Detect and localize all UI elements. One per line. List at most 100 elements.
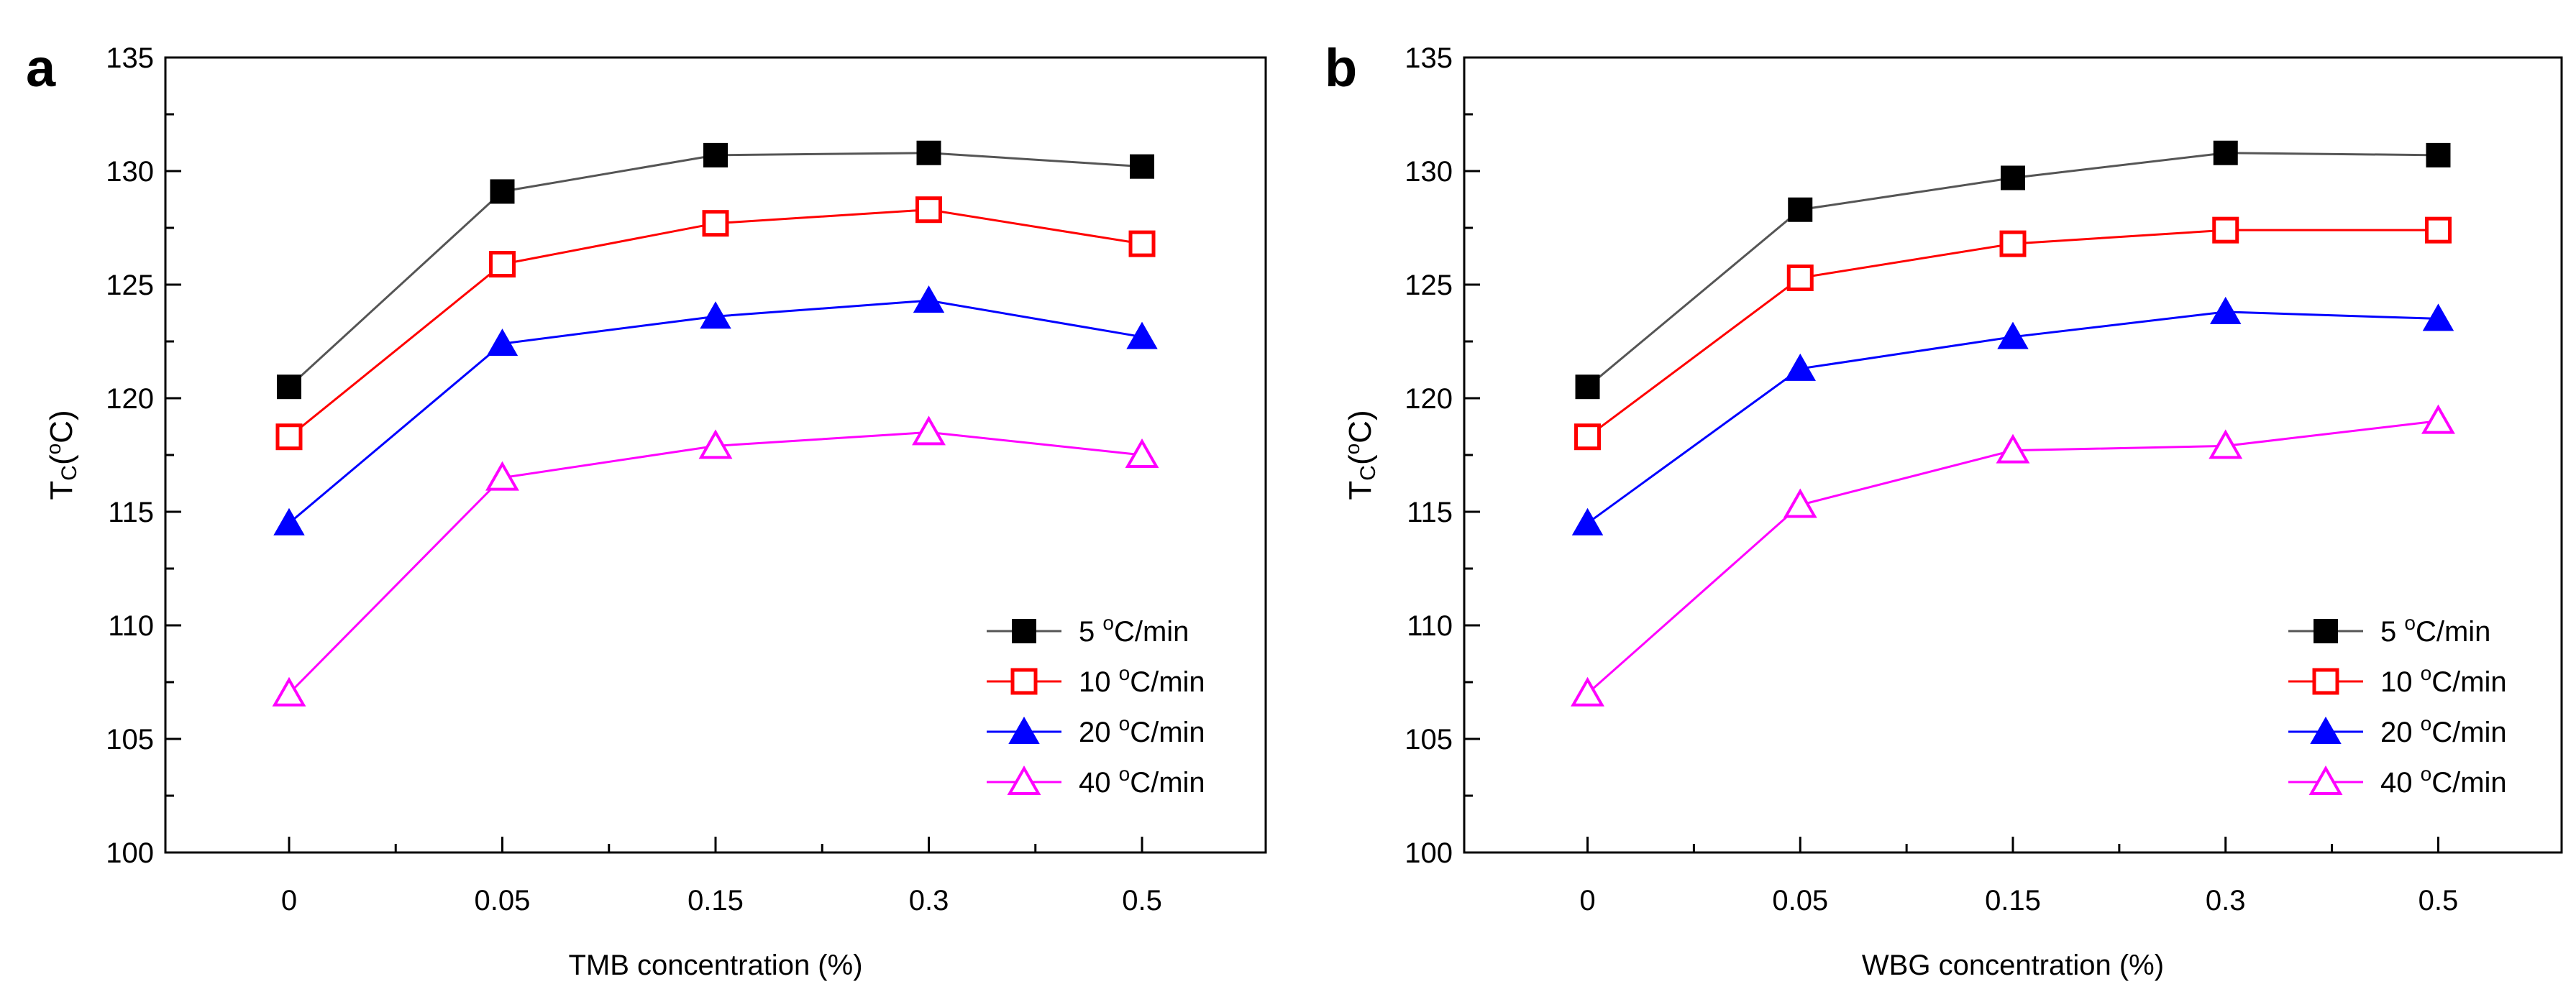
legend-label: 40 oC/min	[2380, 763, 2507, 799]
y-title-sub: C	[58, 465, 81, 481]
series-line	[288, 152, 1143, 388]
y-axis: 100 105 110 115 120 125 130 135	[106, 42, 181, 869]
legend-unit: C/min	[1114, 616, 1189, 648]
legend-space	[1111, 717, 1119, 748]
legend-num: 5	[1079, 616, 1095, 648]
y-tick-label: 130	[1405, 156, 1453, 188]
series-5	[276, 140, 1155, 400]
data-point	[490, 179, 515, 204]
y-tick-label: 110	[108, 610, 154, 642]
data-point	[2426, 142, 2451, 167]
y-title-sup: o	[42, 443, 65, 455]
series-10	[275, 196, 1156, 451]
data-point	[2424, 216, 2452, 244]
legend-label: 10 oC/min	[1079, 662, 1205, 698]
legend-num: 40	[2380, 767, 2413, 799]
x-tick-label: 0.5	[2419, 885, 2459, 916]
legend-sup: o	[1119, 662, 1131, 684]
legend-space	[2396, 616, 2404, 648]
legend-sup: o	[2421, 662, 2432, 684]
x-tick-label: 0.15	[688, 885, 744, 916]
data-point	[2213, 140, 2238, 165]
legend-space	[2413, 767, 2421, 799]
data-point	[2212, 216, 2239, 244]
legend-sup: o	[1102, 612, 1114, 634]
data-point	[703, 142, 728, 167]
data-point	[2421, 404, 2455, 434]
legend-unit: C/min	[1130, 767, 1205, 799]
series-10	[1574, 216, 2452, 451]
legend-space	[1111, 767, 1119, 799]
data-point	[700, 301, 731, 329]
legend-label: 20 oC/min	[1079, 712, 1205, 748]
data-point	[1788, 197, 1813, 222]
series-20	[273, 285, 1158, 536]
x-axis-title: WBG concentration (%)	[1862, 950, 2164, 981]
legend-marker	[1010, 668, 1038, 695]
legend-sup: o	[1119, 712, 1131, 735]
legend-label: 20 oC/min	[2380, 712, 2507, 748]
data-point	[2422, 303, 2454, 331]
legend-label: 5 oC/min	[2380, 612, 2490, 648]
legend-unit: C/min	[2431, 717, 2506, 748]
x-tick-label: 0	[1579, 885, 1595, 916]
y-axis-title: TC(oC)	[1341, 410, 1380, 500]
data-point	[1128, 230, 1156, 257]
data-point	[273, 507, 305, 536]
legend-num: 40	[1079, 767, 1111, 799]
y-tick-label: 100	[1405, 837, 1453, 869]
data-point	[488, 251, 516, 278]
y-title-open: (	[44, 454, 79, 465]
series-line	[288, 431, 1143, 694]
x-tick-label: 0.3	[2206, 885, 2246, 916]
panel-label: a	[26, 38, 56, 98]
y-tick-label: 120	[1405, 383, 1453, 415]
x-tick-label: 0.05	[475, 885, 531, 916]
x-tick-label: 0.05	[1772, 885, 1828, 916]
data-point	[1786, 265, 1814, 292]
x-axis: 0 0.05 0.15 0.3 0.5	[1579, 837, 2458, 916]
legend-space	[2413, 717, 2421, 748]
series-5	[1575, 140, 2451, 400]
y-tick-label: 135	[106, 42, 154, 74]
y-tick-label: 105	[106, 724, 154, 755]
x-axis-title: TMB concentration (%)	[568, 950, 862, 981]
data-point	[1126, 321, 1158, 349]
legend-unit: C/min	[2431, 666, 2506, 698]
legend-sup: o	[2421, 712, 2432, 735]
data-point	[915, 196, 943, 224]
y-title-open: (	[1343, 454, 1378, 465]
x-tick-label: 0.3	[909, 885, 949, 916]
y-title-sub: C	[1356, 465, 1380, 481]
legend-unit: C/min	[2416, 616, 2490, 648]
data-point	[1784, 353, 1816, 381]
legend-unit: C/min	[1130, 717, 1205, 748]
data-point	[1574, 423, 1602, 451]
data-point	[702, 210, 729, 237]
legend-label: 5 oC/min	[1079, 612, 1189, 648]
data-point	[2210, 296, 2242, 324]
y-tick-label: 130	[106, 156, 154, 188]
data-point	[485, 461, 519, 491]
data-point	[2001, 165, 2025, 190]
y-title-main: T	[1343, 481, 1378, 500]
data-point	[1783, 488, 1817, 518]
y-tick-label: 100	[106, 837, 154, 869]
x-tick-label: 0.15	[1985, 885, 2041, 916]
data-point	[1125, 438, 1159, 468]
y-title-main: T	[44, 481, 79, 500]
data-point	[272, 676, 306, 707]
data-point	[2209, 429, 2243, 459]
series-20	[1571, 296, 2454, 536]
legend-num: 20	[1079, 717, 1111, 748]
legend-marker	[1008, 716, 1040, 744]
legend-marker	[2310, 716, 2342, 744]
x-tick-label: 0.5	[1122, 885, 1162, 916]
y-tick-label: 135	[1405, 42, 1453, 74]
legend-num: 10	[1079, 666, 1111, 698]
legend-unit: C/min	[1130, 666, 1205, 698]
legend-marker	[2308, 765, 2343, 795]
